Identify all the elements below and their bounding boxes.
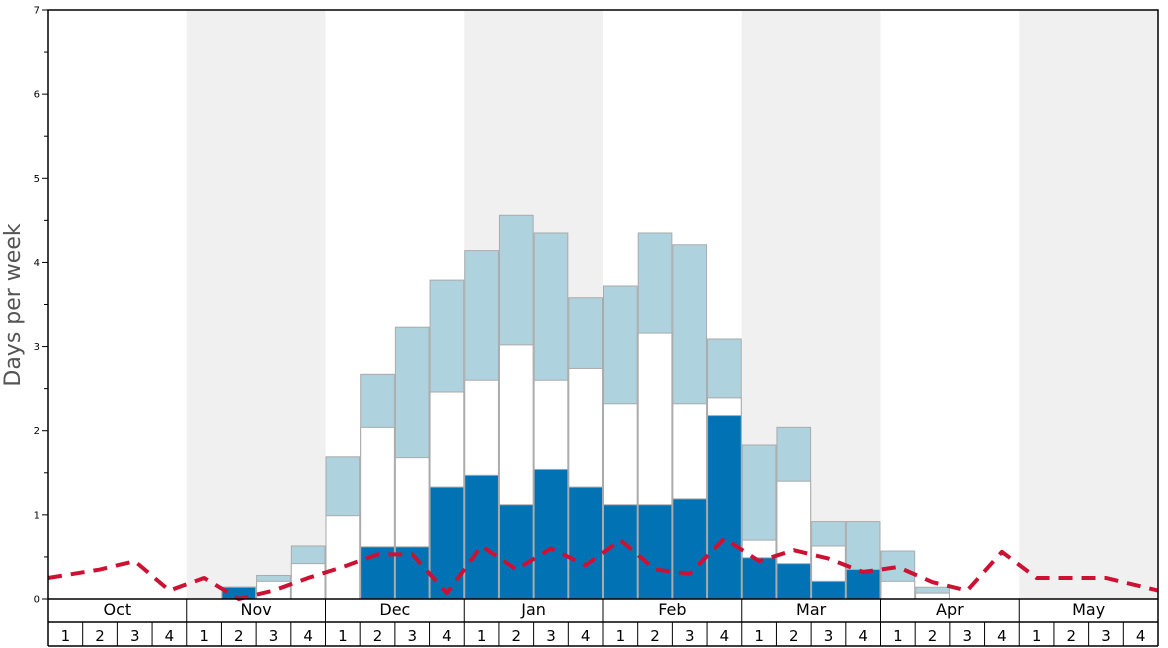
bar-bottom-13 [464,474,499,600]
bar-bottom-17 [603,504,638,600]
week-label: 4 [303,627,313,645]
bar-layer [221,214,950,600]
week-label: 1 [61,627,71,645]
bar-bottom-20 [707,415,742,600]
week-label: 2 [928,627,938,645]
bar-middle-7 [256,580,291,600]
bar-bottom-14 [498,504,534,600]
week-label: 3 [685,627,695,645]
week-label: 2 [95,627,105,645]
dashed-line-series [47,536,1159,601]
bar-middle-26 [915,592,950,600]
week-label: 1 [199,627,209,645]
bar-bottom-19 [672,498,708,600]
week-label: 2 [1067,627,1077,645]
week-label: 4 [858,627,868,645]
month-label-oct: Oct [104,600,132,619]
week-label: 4 [997,627,1007,645]
month-shade-nov [186,10,326,599]
week-label: 4 [720,627,730,645]
bar-bottom-22 [776,563,812,600]
bar-bottom-23 [811,580,846,600]
week-label: 2 [373,627,383,645]
week-label: 3 [962,627,972,645]
bar-middle-9 [325,515,361,600]
week-label: 1 [477,627,487,645]
week-label: 2 [234,627,244,645]
week-label: 1 [338,627,348,645]
week-label: 1 [893,627,903,645]
week-label: 3 [269,627,279,645]
bar-bottom-16 [568,486,603,600]
week-label: 3 [546,627,556,645]
week-label: 2 [650,627,660,645]
y-tick-label: 6 [34,90,40,101]
week-label: 2 [512,627,522,645]
week-label: 4 [1136,627,1146,645]
y-tick-label: 4 [34,258,40,269]
y-tick-label: 2 [34,426,40,437]
bar-bottom-15 [533,468,569,600]
week-label: 3 [130,627,140,645]
week-label: 4 [165,627,175,645]
month-label-nov: Nov [241,600,272,619]
week-label: 1 [616,627,626,645]
y-tick-label: 7 [34,6,40,17]
month-label-dec: Dec [379,600,410,619]
month-label-apr: Apr [936,600,964,619]
bar-bottom-21 [741,557,777,600]
bar-bottom-24 [845,569,881,600]
week-label: 3 [1101,627,1111,645]
week-label: 3 [407,627,417,645]
axis-layer: 0 1 2 3 4 5 6 7 Oct 1 2 3 4 Nov 1 2 3 4 Dec 1 2 3 4 Jan 1 2 3 4 Feb 1… [34,6,1159,647]
dashed-line-layer [47,536,1159,601]
month-shade-may [1019,10,1158,599]
week-label: 2 [789,627,799,645]
month-label-may: May [1072,600,1105,619]
month-label-jan: Jan [520,600,546,619]
month-label-feb: Feb [658,600,686,619]
bar-middle-8 [290,563,326,600]
week-label: 1 [1032,627,1042,645]
month-label-mar: Mar [796,600,827,619]
week-label: 1 [754,627,764,645]
week-label: 4 [581,627,591,645]
y-tick-label: 0 [34,595,40,606]
bar-middle-25 [880,580,916,600]
y-tick-label: 1 [34,510,40,521]
week-label: 4 [442,627,452,645]
bar-bottom-18 [637,504,673,600]
y-axis-label: Days per week [1,223,26,386]
y-tick-label: 5 [34,174,40,185]
week-label: 3 [824,627,834,645]
y-tick-label: 3 [34,342,40,353]
